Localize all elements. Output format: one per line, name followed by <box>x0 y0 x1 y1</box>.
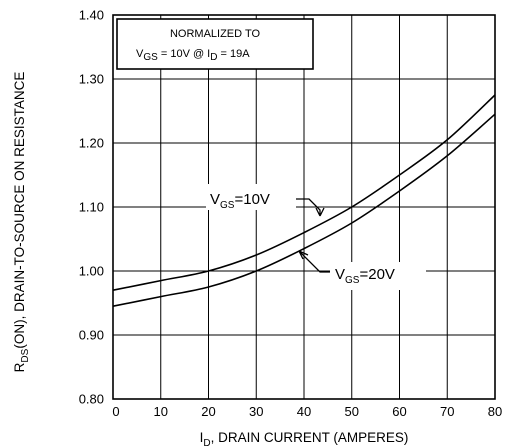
series-vgs-20v-line <box>112 113 496 307</box>
series-vgs-20v-label-bg <box>330 262 426 290</box>
x-tick-labels: 0 10 20 30 40 50 60 70 80 <box>112 404 502 419</box>
y-tick-label: 1.30 <box>79 72 104 87</box>
series-vgs-20v-leader <box>298 250 330 273</box>
x-tick-label: 30 <box>249 404 263 419</box>
y-tick-label: 1.40 <box>79 8 104 23</box>
y-tick-label: 1.20 <box>79 136 104 151</box>
series-vgs-20v-label: VGS=20V <box>335 266 395 286</box>
x-axis-label: ID, DRAIN CURRENT (AMPERES) <box>200 430 409 448</box>
x-tick-label: 50 <box>345 404 359 419</box>
x-tick-label: 80 <box>488 404 502 419</box>
y-tick-label: 0.80 <box>79 392 104 407</box>
x-tick-label: 70 <box>440 404 454 419</box>
series-vgs-10v-leader <box>296 198 325 217</box>
series-vgs-10v-label: VGS=10V <box>210 191 270 211</box>
y-tick-labels: 0.80 0.90 1.00 1.10 1.20 1.30 1.40 <box>79 8 104 407</box>
x-tick-label: 0 <box>112 404 119 419</box>
x-tick-label: 20 <box>201 404 215 419</box>
x-tick-label: 60 <box>392 404 406 419</box>
annotation-line1: NORMALIZED TO <box>170 28 260 40</box>
grid <box>113 15 495 399</box>
y-tick-label: 1.00 <box>79 264 104 279</box>
x-tick-label: 10 <box>154 404 168 419</box>
series-vgs-10v-line <box>112 94 496 291</box>
annotation-box <box>116 18 314 70</box>
y-tick-label: 0.90 <box>79 328 104 343</box>
y-tick-label: 1.10 <box>79 200 104 215</box>
series-vgs-10v-label-bg <box>206 184 296 210</box>
y-axis-label: RDS(ON), DRAIN-TO-SOURCE ON RESISTANCE <box>12 72 31 373</box>
plot-frame <box>112 14 496 400</box>
annotation-line2: VGS = 10V @ ID = 19A <box>136 48 250 63</box>
x-tick-label: 40 <box>297 404 311 419</box>
